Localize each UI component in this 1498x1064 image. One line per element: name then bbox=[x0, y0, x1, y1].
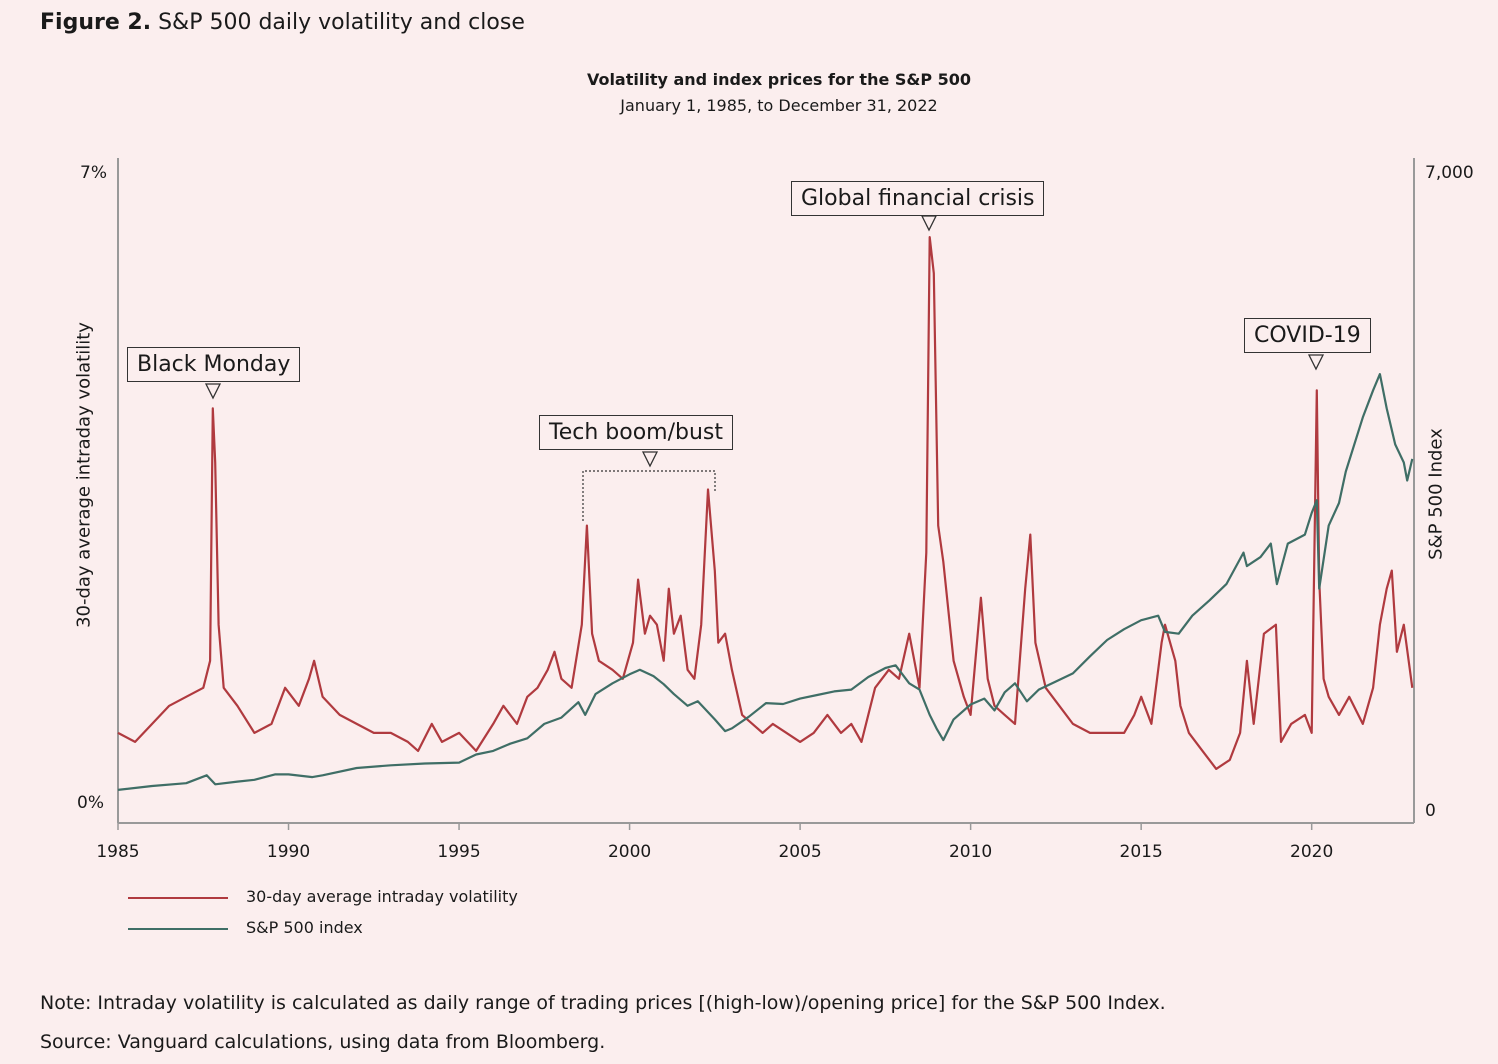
figure-label: Figure 2. bbox=[40, 10, 152, 35]
figure-title: Figure 2. S&P 500 daily volatility and c… bbox=[40, 10, 525, 35]
legend-swatch-volatility bbox=[128, 896, 228, 899]
x-tick-label: 2005 bbox=[778, 842, 821, 862]
annotation-covid-19: COVID-19 bbox=[1244, 318, 1371, 353]
series-line-volatility bbox=[117, 236, 1414, 771]
x-tick-label: 2000 bbox=[608, 842, 651, 862]
annotation-tech-boom-bust: Tech boom/bust bbox=[539, 415, 733, 450]
y-right-tick-bottom: 0 bbox=[1425, 801, 1436, 821]
y-right-tick-top: 7,000 bbox=[1425, 163, 1474, 183]
legend-label-volatility: 30-day average intraday volatility bbox=[246, 887, 518, 906]
legend-item-index: S&P 500 index bbox=[128, 918, 363, 937]
gfc-pointer-icon bbox=[920, 215, 938, 232]
tech-boom-range-bracket bbox=[582, 470, 716, 521]
x-tick-label: 2010 bbox=[949, 842, 992, 862]
figure-caption: S&P 500 daily volatility and close bbox=[158, 10, 525, 35]
annotation-global-financial-crisis: Global financial crisis bbox=[791, 181, 1045, 216]
legend-swatch-index bbox=[128, 927, 228, 930]
legend-item-volatility: 30-day average intraday volatility bbox=[128, 887, 518, 906]
y-left-tick-top: 7% bbox=[80, 163, 107, 183]
x-tick-label: 1990 bbox=[267, 842, 310, 862]
black-monday-pointer-icon bbox=[204, 383, 222, 400]
series-line-index bbox=[117, 373, 1414, 791]
covid-pointer-icon bbox=[1307, 354, 1325, 371]
x-tick-label: 1995 bbox=[437, 842, 480, 862]
y-left-tick-bottom: 0% bbox=[77, 793, 104, 813]
chart-title: Volatility and index prices for the S&P … bbox=[586, 70, 972, 89]
x-tick-label: 2015 bbox=[1120, 842, 1163, 862]
chart-subtitle: January 1, 1985, to December 31, 2022 bbox=[620, 96, 938, 115]
tech-boom-pointer-icon bbox=[641, 451, 659, 468]
source-text: Source: Vanguard calculations, using dat… bbox=[40, 1031, 606, 1053]
note-text: Note: Intraday volatility is calculated … bbox=[40, 992, 1166, 1014]
annotation-black-monday: Black Monday bbox=[127, 347, 301, 382]
x-tick-label: 1985 bbox=[96, 842, 139, 862]
x-tick-label: 2020 bbox=[1290, 842, 1333, 862]
legend-label-index: S&P 500 index bbox=[246, 918, 363, 937]
